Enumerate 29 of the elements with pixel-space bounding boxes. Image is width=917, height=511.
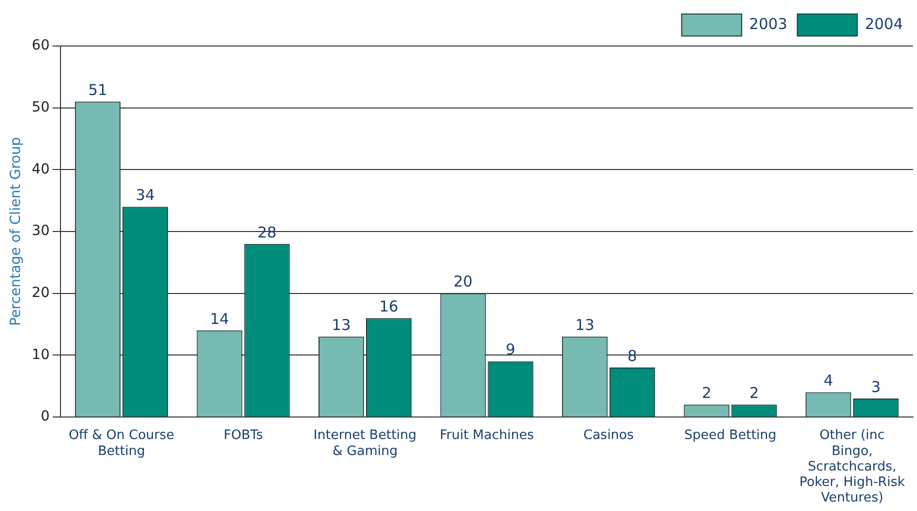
legend-label: 2004 [864,14,904,33]
data-label: 2 [749,384,759,402]
x-tick-label: Internet Betting & Gaming [314,428,417,459]
data-label: 14 [210,310,230,328]
x-tick-label: Casinos [583,428,634,444]
data-label: 3 [871,378,881,396]
data-label: 34 [136,186,155,204]
y-tick-label: 30 [32,223,50,240]
data-label: 4 [824,372,834,390]
data-label: 2 [702,384,712,402]
data-label: 51 [88,81,108,100]
x-tick-label: Fruit Machines [440,428,534,444]
y-axis-title: Percentage of Client Group [8,137,24,326]
y-tick-label: 40 [32,161,50,178]
data-label: 16 [379,297,398,316]
y-tick-label: 50 [32,99,50,116]
data-label: 13 [575,316,594,334]
x-tick-label: FOBTs [224,428,264,444]
data-label: 13 [332,316,351,334]
legend-label: 2003 [749,14,788,33]
x-tick-label: Off & On Course Betting [68,428,174,459]
x-tick-label: Speed Betting [684,428,776,444]
y-tick-label: 0 [40,408,50,425]
y-tick-label: 60 [32,38,50,54]
y-tick-label: 20 [32,284,50,301]
data-label: 9 [506,340,516,359]
y-tick-label: 10 [32,346,50,363]
x-tick-label: Other (inc Bingo, Scratchcards, Poker, High-Risk Ventures) [799,428,906,506]
data-label: 20 [454,272,473,291]
